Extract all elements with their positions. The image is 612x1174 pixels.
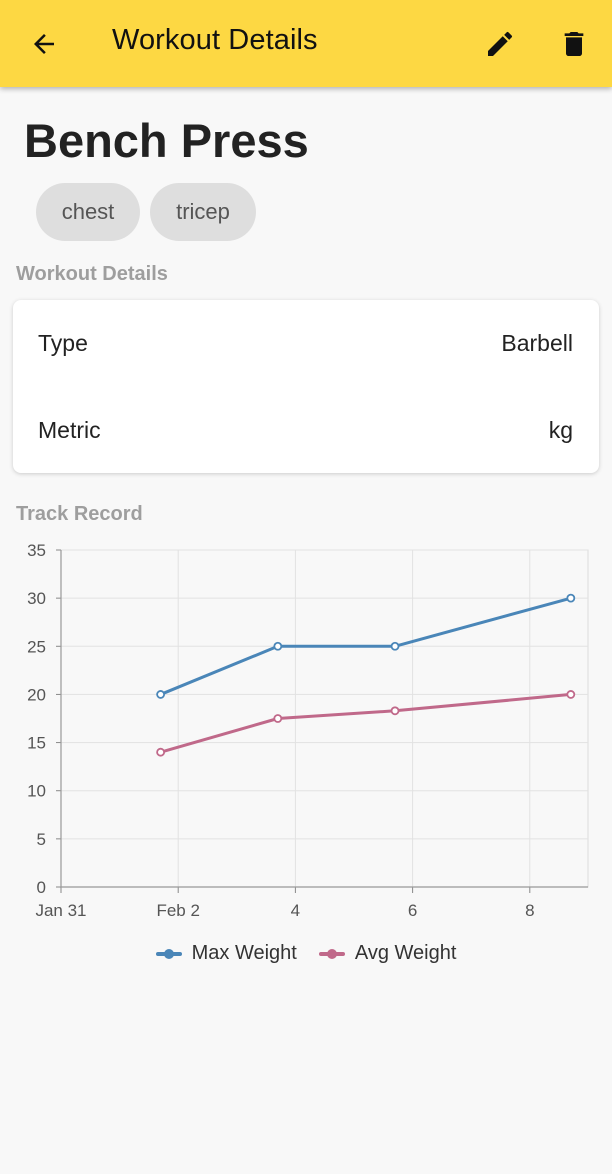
exercise-title: Bench Press: [24, 114, 309, 167]
legend-label-avg-weight: Avg Weight: [354, 942, 457, 964]
legend-item-avg-weight[interactable]: Avg Weight: [318, 942, 457, 965]
edit-button[interactable]: [478, 22, 522, 66]
point-max-weight-2: [390, 641, 400, 651]
app-bar: Workout Details: [0, 0, 612, 87]
point-avg-weight-2: [390, 706, 400, 716]
x-tick-label-3: 6: [408, 901, 417, 920]
x-tick-label-4: 8: [525, 901, 534, 920]
track-record-heading: Track Record: [16, 503, 143, 525]
app-bar-title: Workout Details: [112, 24, 318, 56]
track-record-chart: 0 5 10 15 20 25 30 35 Jan 31 Feb 2 4 6 8: [0, 530, 612, 930]
details-card: Type Barbell Metric kg: [13, 300, 599, 473]
legend-swatch-avg-weight: [318, 947, 345, 961]
y-tick-label-7: 35: [27, 541, 46, 560]
point-avg-weight-3: [566, 690, 576, 699]
point-max-weight-0: [156, 690, 166, 699]
y-tick-label-5: 25: [27, 637, 46, 656]
metric-value: kg: [548, 417, 573, 443]
y-tick-label-2: 10: [27, 782, 46, 801]
point-max-weight-1: [273, 641, 283, 651]
y-tick-label-6: 30: [27, 589, 46, 608]
point-max-weight-3: [566, 593, 576, 603]
x-tick-label-2: 4: [291, 901, 300, 920]
chart-legend: Max Weight Avg Weight: [0, 942, 612, 965]
tag-chip-chest[interactable]: chest: [36, 183, 140, 241]
chart-svg: 0 5 10 15 20 25 30 35 Jan 31 Feb 2 4 6 8: [27, 541, 589, 920]
legend-label-max-weight: Max Weight: [191, 942, 297, 964]
series-line-avg-weight: [160, 692, 571, 754]
trash-icon: [564, 32, 584, 56]
legend-swatch-max-weight: [155, 947, 182, 961]
details-section-heading: Workout Details: [16, 263, 168, 285]
x-tick-label-1: Feb 2: [156, 901, 199, 920]
metric-label: Metric: [38, 417, 101, 443]
delete-button[interactable]: [552, 22, 596, 66]
y-tick-label-4: 20: [27, 685, 46, 704]
tag-chip-tricep[interactable]: tricep: [150, 183, 256, 241]
x-tick-label-0: Jan 31: [35, 901, 86, 920]
back-button[interactable]: [22, 22, 66, 66]
y-tick-label-0: 0: [37, 878, 46, 897]
y-tick-label-3: 15: [27, 734, 46, 753]
type-label: Type: [38, 330, 88, 356]
series-line-max-weight: [160, 596, 572, 696]
pencil-icon: [488, 31, 513, 56]
arrow-left-icon: [34, 34, 54, 54]
legend-item-max-weight[interactable]: Max Weight: [155, 942, 297, 965]
point-avg-weight-0: [156, 747, 166, 757]
point-avg-weight-1: [273, 714, 283, 723]
type-value: Barbell: [501, 330, 573, 356]
y-tick-label-1: 5: [37, 830, 46, 849]
plot-frame: [60, 549, 589, 888]
